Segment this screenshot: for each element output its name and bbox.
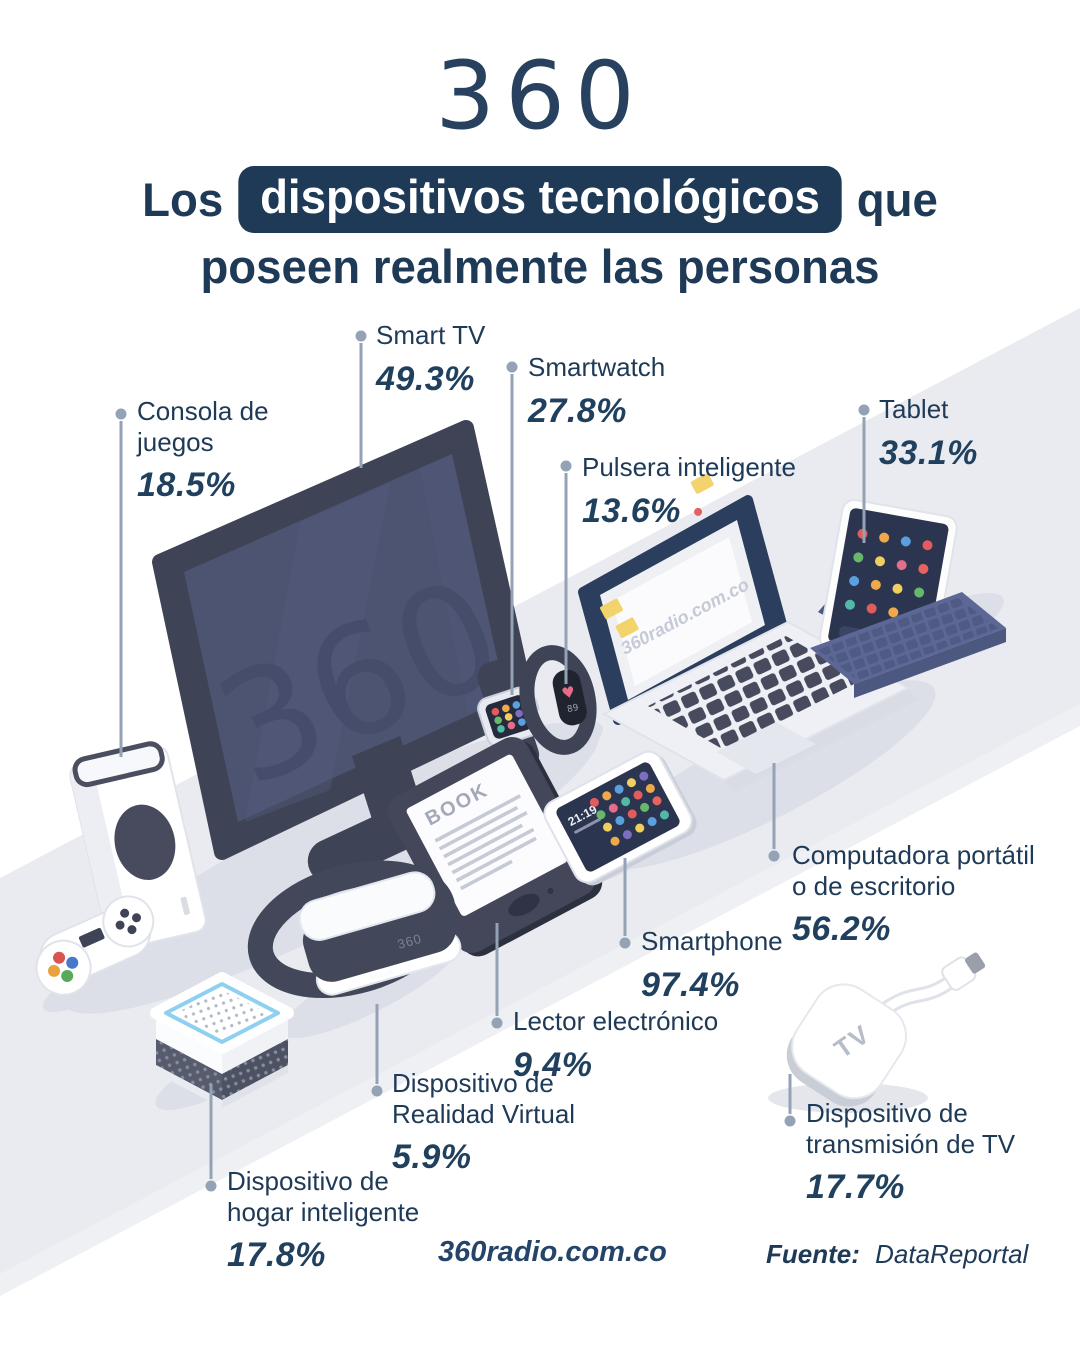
source-value: DataReportal <box>875 1239 1029 1269</box>
game-console-illustration <box>35 741 207 996</box>
tablet-illustration <box>810 499 1006 698</box>
smart-tv-illustration: 360 <box>152 420 536 884</box>
footer-source: Fuente: DataReportal <box>766 1239 1028 1270</box>
label-value: 56.2% <box>792 910 891 949</box>
label-line: Consola de <box>137 396 269 426</box>
label-line: hogar inteligente <box>227 1196 420 1227</box>
label-line: juegos <box>137 426 214 457</box>
tv-stick-illustration: TV <box>786 952 986 1107</box>
fitness-band-illustration: ♥ 89 <box>519 645 597 755</box>
band-bpm-value: 89 <box>566 703 580 715</box>
label-value: 9.4% <box>513 1045 593 1084</box>
smartphone-illustration: 21:19 <box>543 750 697 886</box>
label-value: 97.4% <box>641 965 740 1004</box>
title-pre: Los <box>142 173 224 226</box>
label-value: 17.8% <box>227 1236 326 1275</box>
vr-headset-illustration: 360 <box>247 860 462 999</box>
label-hogar-inteligente: Dispositivo de hogar inteligente 17.8% <box>227 1166 419 1275</box>
label-line: Lector electrónico <box>513 1006 719 1036</box>
title-line-2: poseen realmente las personas <box>200 239 879 294</box>
label-transmision-tv: Dispositivo de transmisión de TV 17.7% <box>806 1098 1015 1207</box>
label-line: Smartwatch <box>528 352 666 382</box>
label-line: Dispositivo de <box>392 1068 554 1098</box>
svg-text:♥: ♥ <box>560 682 577 702</box>
label-pulsera-inteligente: Pulsera inteligente 13.6% <box>582 452 796 531</box>
leader-lines <box>115 330 870 1192</box>
label-smartphone: Smartphone 97.4% <box>641 926 783 1005</box>
label-line: Pulsera inteligente <box>582 452 796 482</box>
title-line2-text: poseen realmente las personas <box>200 240 880 293</box>
label-value: 5.9% <box>392 1138 472 1177</box>
page-title: Los dispositivos tecnológicos que poseen… <box>16 166 1064 294</box>
label-consola-de-juegos: Consola de juegos 18.5% <box>137 396 269 505</box>
title-highlight-pill: dispositivos tecnológicos <box>238 166 842 233</box>
label-smartwatch: Smartwatch 27.8% <box>528 352 665 431</box>
label-line: Dispositivo de <box>227 1166 389 1196</box>
smart-speaker-illustration <box>150 972 294 1108</box>
label-smart-tv: Smart TV 49.3% <box>376 320 485 399</box>
label-value: 18.5% <box>137 466 236 505</box>
label-line: Smart TV <box>376 320 486 350</box>
vr-label-text: 360 <box>396 931 424 952</box>
label-line: Tablet <box>879 394 949 424</box>
label-value: 33.1% <box>879 433 978 472</box>
label-line: Dispositivo de <box>806 1098 968 1128</box>
title-post: que <box>856 173 938 226</box>
label-computadora: Computadora portátil o de escritorio 56.… <box>792 840 1035 949</box>
label-value: 13.6% <box>582 491 681 530</box>
game-controller <box>35 895 155 996</box>
label-value: 17.7% <box>806 1168 905 1207</box>
label-line: Smartphone <box>641 926 783 956</box>
label-tablet: Tablet 33.1% <box>879 394 978 473</box>
title-line-1: Los dispositivos tecnológicos que <box>142 166 938 233</box>
label-line: transmisión de TV <box>806 1128 1016 1159</box>
label-line: o de escritorio <box>792 870 956 901</box>
label-line: Computadora portátil <box>792 840 1035 870</box>
label-lector-electronico: Lector electrónico 9.4% <box>513 1006 718 1085</box>
footer-site-url: 360radio.com.co <box>438 1236 667 1268</box>
brand-logo-360: 360 <box>435 42 645 151</box>
label-value: 49.3% <box>376 359 475 398</box>
label-realidad-virtual: Dispositivo de Realidad Virtual 5.9% <box>392 1068 575 1177</box>
label-value: 27.8% <box>528 391 627 430</box>
label-line: Realidad Virtual <box>392 1098 576 1129</box>
source-label: Fuente: <box>766 1239 860 1269</box>
